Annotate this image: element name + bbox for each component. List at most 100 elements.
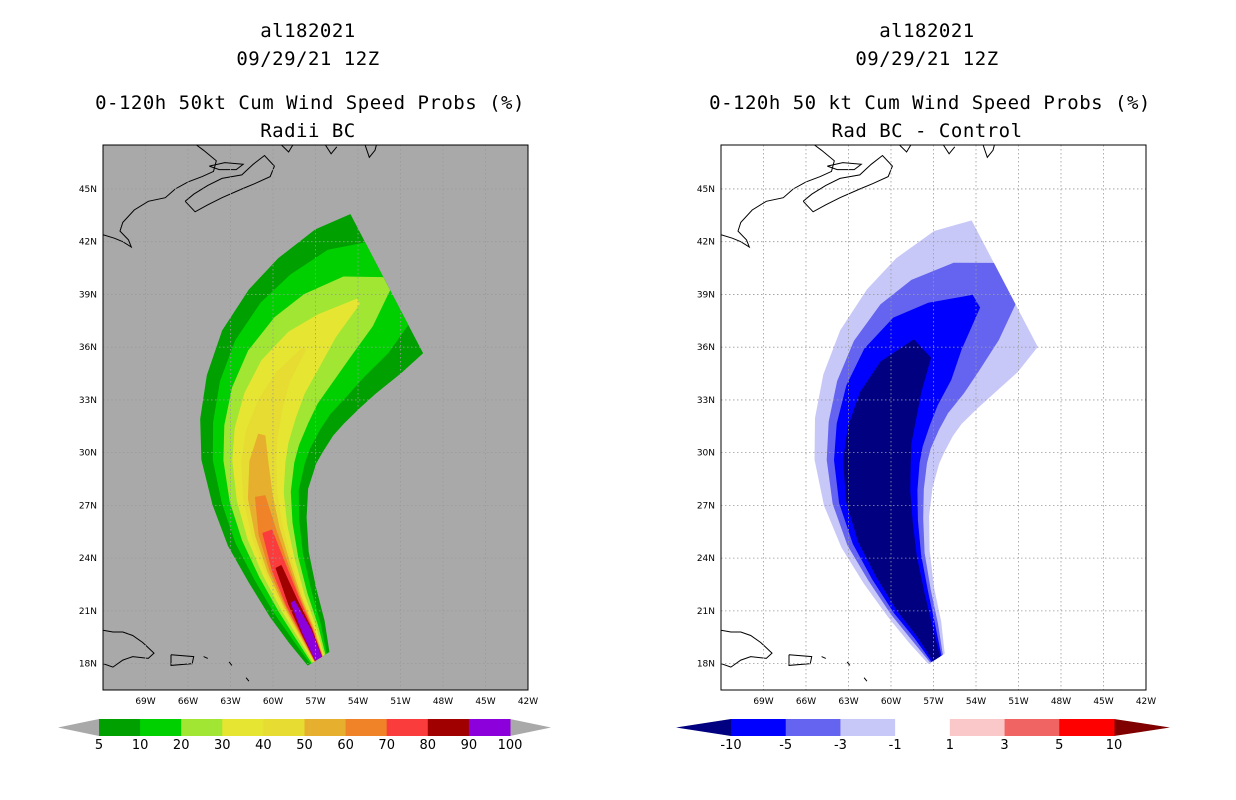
left-map-layer (103, 145, 528, 690)
right-x-tick-label: 54W (966, 697, 986, 707)
left-contour-level-50 (247, 433, 323, 662)
left-coastline (281, 145, 294, 153)
right-title-storm-id: al182021 (879, 20, 975, 42)
left-colorbar-swatch (427, 719, 470, 736)
left-y-tick-label: 39N (79, 290, 97, 300)
left-x-tick-label: 69W (135, 697, 155, 707)
left-colorbar-label: 90 (461, 738, 478, 753)
right-y-tick-label: 18N (697, 660, 715, 670)
right-y-tick-label: 27N (697, 501, 715, 511)
right-colorbar-label: -1 (889, 738, 902, 753)
right-coastline (721, 629, 773, 668)
left-title-variant: Radii BC (260, 120, 356, 142)
left-y-tick-label: 21N (79, 607, 97, 617)
left-colorbar-label: 100 (498, 738, 523, 753)
right-colorbar-swatch (949, 719, 1006, 736)
right-colorbar-swatch (840, 719, 896, 736)
right-colorbar-label: -3 (834, 738, 847, 753)
right-coastline (871, 689, 873, 690)
left-colorbar-upper-extend (510, 719, 551, 736)
left-coastline (228, 661, 233, 666)
right-y-tick-label: 33N (697, 396, 715, 406)
left-x-tick-label: 45W (475, 697, 495, 707)
left-contour-level-40 (241, 347, 324, 662)
left-x-tick-label: 63W (220, 697, 240, 707)
left-y-tick-label: 27N (79, 501, 97, 511)
left-y-tick-label: 18N (79, 660, 97, 670)
right-x-tick-label: 60W (881, 697, 901, 707)
left-colorbar-swatch (304, 719, 347, 736)
left-colorbar-label: 50 (296, 738, 313, 753)
left-colorbar-label: 5 (95, 738, 103, 753)
left-coastline (203, 656, 208, 659)
left-coastline (103, 629, 155, 668)
left-title-storm-id: al182021 (260, 20, 356, 42)
right-colorbar-lower-extend (676, 719, 731, 736)
right-title-variant: Rad BC - Control (831, 120, 1023, 142)
right-colorbar-swatch (731, 719, 787, 736)
left-y-tick-label: 30N (79, 449, 97, 459)
right-y-tick-label: 21N (697, 607, 715, 617)
right-coastline (899, 145, 912, 153)
right-coastline (802, 154, 893, 213)
right-coastline (982, 145, 995, 159)
left-coastline (364, 145, 377, 159)
right-x-tick-label: 63W (838, 697, 858, 707)
right-colorbar-swatch (785, 719, 841, 736)
left-colorbar-label: 10 (132, 738, 149, 753)
left-x-tick-label: 57W (305, 697, 325, 707)
right-colorbar-label: 1 (946, 738, 954, 753)
right-contour-level-neg10 (843, 339, 941, 661)
right-x-tick-label: 42W (1136, 697, 1156, 707)
right-coastline (863, 677, 868, 682)
left-coastline (184, 154, 275, 213)
left-x-tick-label: 51W (390, 697, 410, 707)
right-title-product: 0-120h 50 kt Cum Wind Speed Probs (%) (709, 92, 1151, 114)
right-colorbar-label: -5 (779, 738, 792, 753)
right-colorbar-label: 10 (1106, 738, 1123, 753)
right-colorbar-label: -10 (720, 738, 741, 753)
right-map-frame (720, 144, 1147, 691)
left-colorbar-swatch (386, 719, 429, 736)
right-x-tick-label: 69W (753, 697, 773, 707)
right-coastline (821, 656, 826, 659)
right-coastline (942, 145, 956, 155)
left-colorbar-swatch (468, 719, 511, 736)
left-colorbar-lower-extend (58, 719, 99, 736)
left-y-tick-label: 36N (79, 343, 97, 353)
right-map-layer (721, 145, 1146, 690)
left-colorbar-swatch (222, 719, 264, 736)
right-x-tick-label: 48W (1051, 697, 1071, 707)
left-colorbar-swatch (263, 719, 305, 736)
left-x-tick-label: 66W (178, 697, 198, 707)
right-coastline (827, 162, 863, 171)
left-coastline (253, 689, 255, 690)
left-y-tick-label: 24N (79, 554, 97, 564)
left-colorbar-swatch (99, 719, 141, 736)
left-contour-level-30 (232, 298, 360, 663)
right-y-tick-label: 39N (697, 290, 715, 300)
right-y-tick-label: 42N (697, 238, 715, 248)
left-map-frame (102, 144, 529, 691)
left-coastline (209, 162, 245, 171)
left-colorbar-label: 60 (337, 738, 354, 753)
left-coastline (324, 145, 338, 155)
left-coastline (245, 677, 250, 682)
left-x-tick-label: 60W (263, 697, 283, 707)
left-contour-level-90 (290, 600, 322, 661)
left-colorbar-swatch (140, 719, 182, 736)
left-x-tick-label: 54W (348, 697, 368, 707)
right-colorbar-label: 5 (1055, 738, 1063, 753)
left-colorbar-label: 30 (214, 738, 231, 753)
right-x-tick-label: 57W (923, 697, 943, 707)
left-y-tick-label: 45N (79, 185, 97, 195)
right-colorbar-swatch (895, 719, 951, 736)
left-colorbar-label: 40 (255, 738, 272, 753)
left-y-tick-label: 42N (79, 238, 97, 248)
right-title-datetime: 09/29/21 12Z (855, 48, 999, 70)
right-colorbar-upper-extend (1114, 719, 1170, 736)
left-y-tick-label: 33N (79, 396, 97, 406)
left-title-datetime: 09/29/21 12Z (236, 48, 380, 70)
left-colorbar-swatch (181, 719, 223, 736)
